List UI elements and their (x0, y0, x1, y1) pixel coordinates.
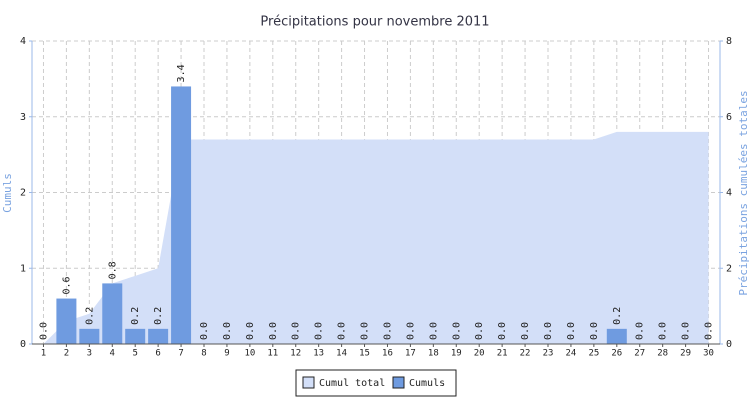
x-tick-label: 16 (382, 349, 393, 359)
area (43, 131, 709, 344)
x-tick-label: 9 (224, 349, 229, 359)
data-label: 0.2 (84, 307, 95, 325)
legend-swatch (392, 376, 405, 389)
x-tick-label: 20 (474, 349, 485, 359)
y-tick-label: 3 (20, 112, 26, 123)
x-tick-label: 1 (41, 349, 46, 359)
legend-box (295, 369, 457, 397)
data-label: 0.0 (497, 322, 508, 340)
x-tick-label: 28 (657, 349, 668, 359)
data-label: 0.0 (428, 322, 439, 340)
data-label: 0.0 (589, 322, 600, 340)
x-tick-label: 27 (634, 349, 645, 359)
x-tick-label: 10 (244, 349, 255, 359)
x-tick-label: 13 (313, 349, 324, 359)
legend-swatch (302, 376, 315, 389)
x-tick-label: 17 (405, 349, 416, 359)
bar (125, 328, 146, 344)
data-label: 0.0 (704, 322, 715, 340)
x-tick-label: 6 (155, 349, 160, 359)
data-label: 0.0 (451, 322, 462, 340)
x-tick-label: 4 (110, 349, 115, 359)
data-label: 0.0 (222, 322, 233, 340)
y2-tick-label: 6 (726, 112, 732, 123)
x-tick-label: 2 (64, 349, 69, 359)
bar (79, 328, 100, 344)
data-label: 0.0 (314, 322, 325, 340)
x-tick-label: 24 (566, 349, 577, 359)
legend-label: Cumuls (409, 378, 445, 389)
data-label: 0.6 (61, 276, 72, 294)
x-tick-label: 26 (611, 349, 622, 359)
data-label: 3.4 (176, 64, 187, 82)
y-tick-label: 1 (20, 263, 26, 274)
x-tick-label: 29 (680, 349, 691, 359)
x-tick-label: 14 (336, 349, 347, 359)
bar (148, 328, 169, 344)
data-label: 0.2 (153, 307, 164, 325)
data-label: 0.0 (382, 322, 393, 340)
legend: Cumul total Cumuls (295, 369, 457, 397)
x-tick-label: 5 (132, 349, 137, 359)
x-tick-label: 15 (359, 349, 370, 359)
y2-tick-label: 2 (726, 263, 732, 274)
x-tick-label: 3 (87, 349, 92, 359)
data-label: 0.0 (474, 322, 485, 340)
y2-tick-label: 0 (726, 339, 732, 350)
y2-tick-label: 4 (726, 188, 732, 199)
x-tick-label: 18 (428, 349, 439, 359)
data-label: 0.0 (291, 322, 302, 340)
data-label: 0.0 (199, 322, 210, 340)
y-tick-label: 2 (20, 188, 26, 199)
data-label: 0.0 (520, 322, 531, 340)
x-tick-label: 12 (290, 349, 301, 359)
y2-axis-title: Précipitations cumulées totales (737, 90, 750, 295)
data-label: 0.0 (268, 322, 279, 340)
legend-label: Cumul total (319, 378, 385, 389)
data-label: 0.0 (635, 322, 646, 340)
data-label: 0.0 (245, 322, 256, 340)
data-label: 0.0 (38, 322, 49, 340)
x-tick-label: 21 (497, 349, 508, 359)
data-label: 0.2 (612, 307, 623, 325)
x-tick-label: 25 (588, 349, 599, 359)
x-tick-label: 23 (543, 349, 554, 359)
x-tick-label: 22 (520, 349, 531, 359)
data-label: 0.0 (658, 322, 669, 340)
chart-title: Précipitations pour novembre 2011 (260, 15, 489, 30)
data-label: 0.0 (543, 322, 554, 340)
data-label: 0.8 (107, 261, 118, 279)
x-tick-label: 30 (703, 349, 714, 359)
x-tick-label: 19 (451, 349, 462, 359)
y-tick-label: 4 (20, 36, 26, 47)
data-label: 0.0 (681, 322, 692, 340)
data-label: 0.0 (405, 322, 416, 340)
data-label: 0.0 (337, 322, 348, 340)
data-label: 0.0 (360, 322, 371, 340)
data-label: 0.2 (130, 307, 141, 325)
bar (171, 86, 192, 344)
x-tick-label: 8 (201, 349, 206, 359)
data-label: 0.0 (566, 322, 577, 340)
x-tick-label: 11 (267, 349, 278, 359)
bar (56, 298, 77, 344)
y2-tick-label: 8 (726, 36, 732, 47)
bar (606, 328, 627, 344)
x-tick-label: 7 (178, 349, 183, 359)
bar (102, 283, 123, 344)
y-tick-label: 0 (20, 339, 26, 350)
y-axis-title: Cumuls (1, 173, 14, 213)
